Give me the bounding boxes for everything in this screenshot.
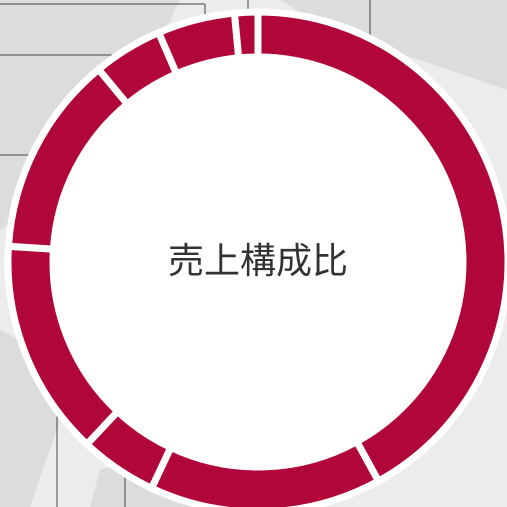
donut-segment <box>254 8 507 486</box>
donut-segment <box>230 8 262 62</box>
donut-hole <box>54 58 462 466</box>
donut <box>4 8 507 507</box>
chart-title: 売上構成比 <box>168 241 348 282</box>
